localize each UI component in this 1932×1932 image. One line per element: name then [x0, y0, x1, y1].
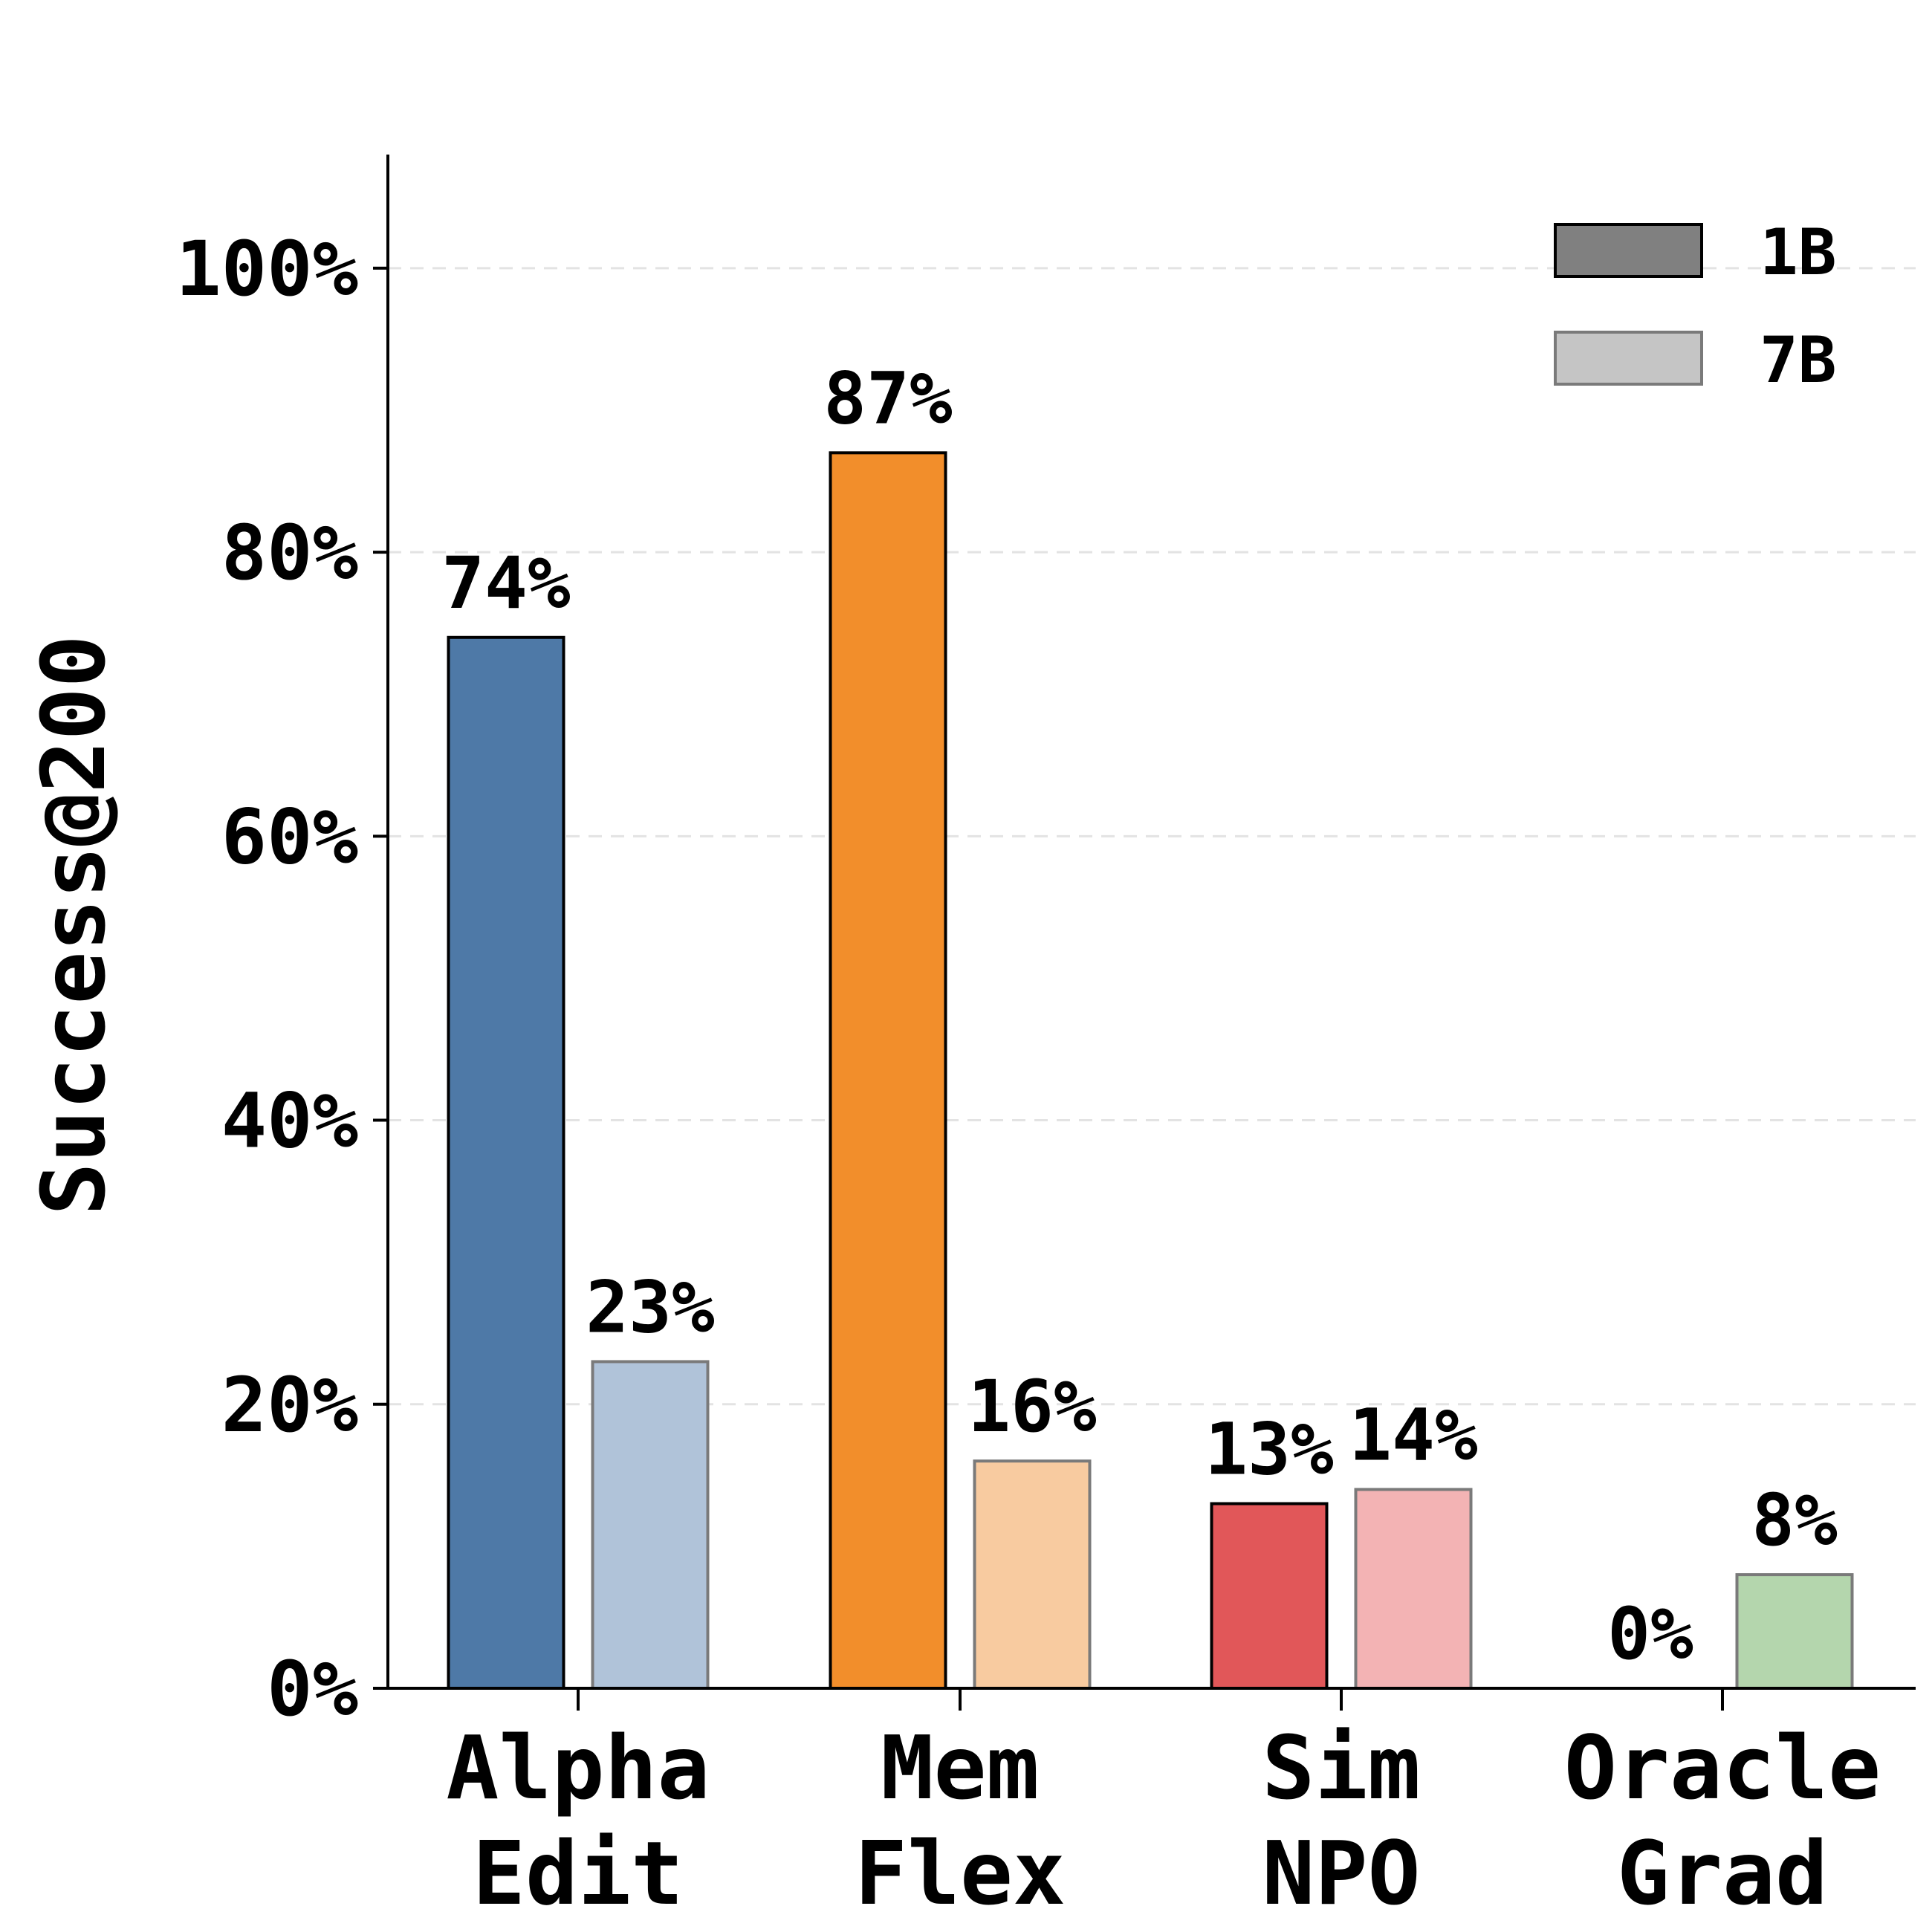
x-category-label: Sim [1262, 1717, 1420, 1819]
y-tick-label: 40% [221, 1077, 358, 1166]
x-category-label: Alpha [446, 1717, 710, 1819]
x-category-label: Grad [1617, 1822, 1828, 1925]
y-tick-label: 100% [175, 225, 358, 314]
x-category-label: NPO [1262, 1822, 1420, 1925]
axes [373, 155, 1916, 1711]
x-category-label: Edit [473, 1822, 684, 1925]
grid-lines [388, 267, 1916, 1406]
legend-swatch-7B [1554, 331, 1703, 386]
legend-label-1B: 1B [1760, 215, 1837, 290]
bar-7B-3 [1735, 1573, 1854, 1690]
bar-value-label: 23% [586, 1265, 715, 1349]
legend-label-7B: 7B [1760, 323, 1837, 398]
x-category-label: Oracle [1564, 1717, 1881, 1819]
bar-value-label: 0% [1607, 1592, 1693, 1676]
bar-value-label: 74% [441, 542, 571, 625]
y-tick-label: 80% [221, 509, 358, 597]
bar-7B-1 [973, 1459, 1092, 1690]
y-tick-label: 60% [221, 793, 358, 881]
y-tick-label: 0% [267, 1645, 358, 1734]
bars [447, 451, 1854, 1690]
bar-7B-0 [591, 1360, 710, 1690]
x-category-label: Flex [855, 1822, 1066, 1925]
labels: 0% 20% 40% 60% 80% 100% 74% 87% 13% 0% 23% 16% 14% 8%… [175, 225, 1881, 1925]
legend-swatch-1B [1554, 223, 1703, 278]
bar-1B-0 [447, 635, 565, 1690]
bar-value-label: 16% [967, 1365, 1097, 1448]
bar-1B-1 [829, 451, 947, 1690]
bar-value-label: 87% [823, 357, 953, 440]
y-tick-label: 20% [221, 1361, 358, 1450]
x-category-label: Mem [881, 1717, 1039, 1819]
bar-7B-2 [1354, 1488, 1473, 1690]
bar-value-label: 14% [1349, 1393, 1478, 1476]
bar-value-label: 8% [1751, 1479, 1838, 1562]
bar-1B-2 [1210, 1502, 1329, 1690]
y-axis-title: Success@200 [22, 635, 125, 1215]
bar-value-label: 13% [1205, 1408, 1334, 1491]
